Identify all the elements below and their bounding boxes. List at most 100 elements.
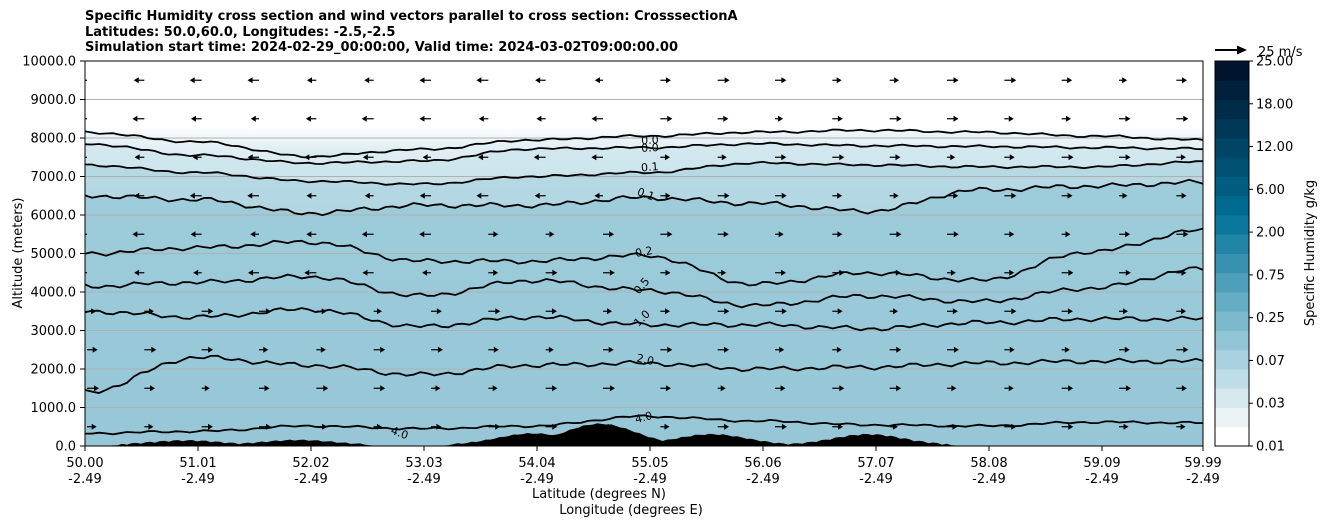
wind-vector-head bbox=[1125, 385, 1131, 392]
wind-vector-head bbox=[148, 308, 154, 315]
wind-vector-head bbox=[1065, 231, 1071, 238]
wind-vector-head bbox=[552, 269, 558, 276]
y-tick-label: 2000.0 bbox=[31, 363, 77, 378]
wind-vector-head bbox=[607, 308, 613, 315]
wind-vector-head bbox=[591, 154, 597, 161]
wind-vector-head bbox=[1181, 269, 1187, 276]
contour-label: 0.0 bbox=[641, 141, 659, 155]
colorbar-segment bbox=[1215, 369, 1249, 389]
x-tick-label-lon: -2.49 bbox=[520, 472, 554, 487]
wind-vector-head bbox=[436, 308, 442, 315]
colorbar-segment bbox=[1215, 311, 1249, 331]
colorbar-segment bbox=[1215, 388, 1249, 408]
x-tick-label-lon: -2.49 bbox=[746, 472, 780, 487]
title-line-1: Specific Humidity cross section and wind… bbox=[85, 9, 738, 24]
wind-vector-head bbox=[263, 346, 269, 353]
x-tick-label-lon: -2.49 bbox=[407, 472, 441, 487]
colorbar-frame bbox=[1214, 60, 1250, 447]
wind-vector-head bbox=[91, 423, 97, 430]
wind-vector-head bbox=[362, 269, 368, 276]
wind-vector-head bbox=[1125, 231, 1131, 238]
wind-vector-head bbox=[591, 115, 597, 122]
contour-line bbox=[85, 141, 1203, 165]
wind-vector-head bbox=[495, 423, 501, 430]
wind-vector-head bbox=[1181, 308, 1187, 315]
x-tick-label-lat: 54.04 bbox=[518, 456, 555, 471]
wind-key-label: 25 m/s bbox=[1258, 45, 1303, 60]
x-tick-label-lat: 58.08 bbox=[970, 456, 1007, 471]
wind-vector-head bbox=[478, 115, 484, 122]
wind-vector-head bbox=[204, 385, 210, 392]
x-tick-label-lat: 55.05 bbox=[631, 456, 668, 471]
colorbar-label: Specific Humidity g/kg bbox=[1303, 180, 1318, 326]
wind-vector-head bbox=[781, 192, 787, 199]
wind-vector-head bbox=[594, 192, 600, 199]
wind-vector-head bbox=[952, 423, 958, 430]
wind-vector-head bbox=[304, 269, 310, 276]
wind-vector-head bbox=[1125, 154, 1131, 161]
y-tick-label: 9000.0 bbox=[31, 93, 77, 108]
wind-vector-head bbox=[79, 77, 84, 83]
wind-vector-head bbox=[190, 231, 196, 238]
colorbar-segment bbox=[1215, 99, 1249, 120]
colorbar-segment bbox=[1215, 80, 1249, 100]
wind-vector-head bbox=[1011, 423, 1017, 430]
wind-vector-head bbox=[839, 269, 845, 276]
wind-vector-head bbox=[896, 385, 902, 392]
wind-vector-head bbox=[362, 154, 368, 161]
wind-vector-head bbox=[1181, 192, 1187, 199]
contour-label: 0.1 bbox=[641, 160, 660, 174]
wind-vector-head bbox=[1183, 115, 1189, 122]
x-tick-label-lon: -2.49 bbox=[1186, 472, 1220, 487]
contour-label: 4.0 bbox=[634, 409, 654, 426]
wind-vector-head bbox=[76, 116, 81, 122]
colorbar-segment bbox=[1215, 234, 1249, 254]
wind-vector-head bbox=[836, 346, 842, 353]
wind-vector-head bbox=[207, 423, 213, 430]
wind-vector-head bbox=[419, 115, 425, 122]
wind-vector-head bbox=[1183, 231, 1189, 238]
wind-vector-head bbox=[247, 192, 253, 199]
wind-vector-head bbox=[895, 269, 901, 276]
wind-vector-head bbox=[594, 77, 600, 84]
wind-vector-head bbox=[1067, 192, 1073, 199]
wind-vector-head bbox=[781, 77, 787, 84]
y-tick-label: 0.0 bbox=[55, 440, 76, 455]
colorbar-segment bbox=[1215, 195, 1249, 216]
wind-vector-head bbox=[1183, 346, 1189, 353]
colorbar-tick-label: 12.00 bbox=[1256, 140, 1293, 155]
wind-vector-head bbox=[265, 423, 271, 430]
x-tick-label-lat: 50.00 bbox=[66, 456, 103, 471]
wind-vector-head bbox=[133, 77, 139, 84]
colorbar-segment bbox=[1215, 215, 1249, 235]
wind-vector-head bbox=[265, 308, 271, 315]
wind-vector-head bbox=[1008, 115, 1014, 122]
wind-vector-head bbox=[950, 154, 956, 161]
contour-line bbox=[85, 414, 1203, 436]
plot-area: 0.00.00.10.10.20.51.02.04.04.0 bbox=[76, 61, 1203, 446]
wind-vector-head bbox=[950, 269, 956, 276]
x-tick-label-lat: 57.07 bbox=[857, 456, 894, 471]
wind-vector-head bbox=[247, 154, 253, 161]
contour-label: 2.0 bbox=[635, 352, 655, 368]
wind-vector-head bbox=[1011, 308, 1017, 315]
x-tick-label-lon: -2.49 bbox=[294, 472, 328, 487]
wind-vector-head bbox=[665, 77, 671, 84]
wind-vector-head bbox=[608, 346, 614, 353]
wind-vector-head bbox=[134, 269, 140, 276]
colorbar: 0.01 0.03 0.07 0.25 0.75 2.00 6.00 12.00 18.00 25… bbox=[1214, 55, 1293, 455]
wind-vector-head bbox=[721, 154, 727, 161]
wind-vector-head bbox=[1008, 385, 1014, 392]
wind-vector-head bbox=[91, 308, 97, 315]
colorbar-tick-label: 6.00 bbox=[1256, 183, 1285, 198]
wind-vector-head bbox=[132, 231, 138, 238]
wind-vector-head bbox=[1124, 346, 1130, 353]
wind-vector-head bbox=[1068, 385, 1074, 392]
wind-vector-head bbox=[1067, 77, 1073, 84]
contour-line bbox=[85, 160, 1203, 186]
wind-vector-head bbox=[1068, 269, 1074, 276]
wind-vector-head bbox=[607, 423, 613, 430]
wind-vector-head bbox=[953, 346, 959, 353]
y-tick-label: 5000.0 bbox=[31, 247, 77, 262]
contour-line bbox=[85, 307, 1203, 332]
